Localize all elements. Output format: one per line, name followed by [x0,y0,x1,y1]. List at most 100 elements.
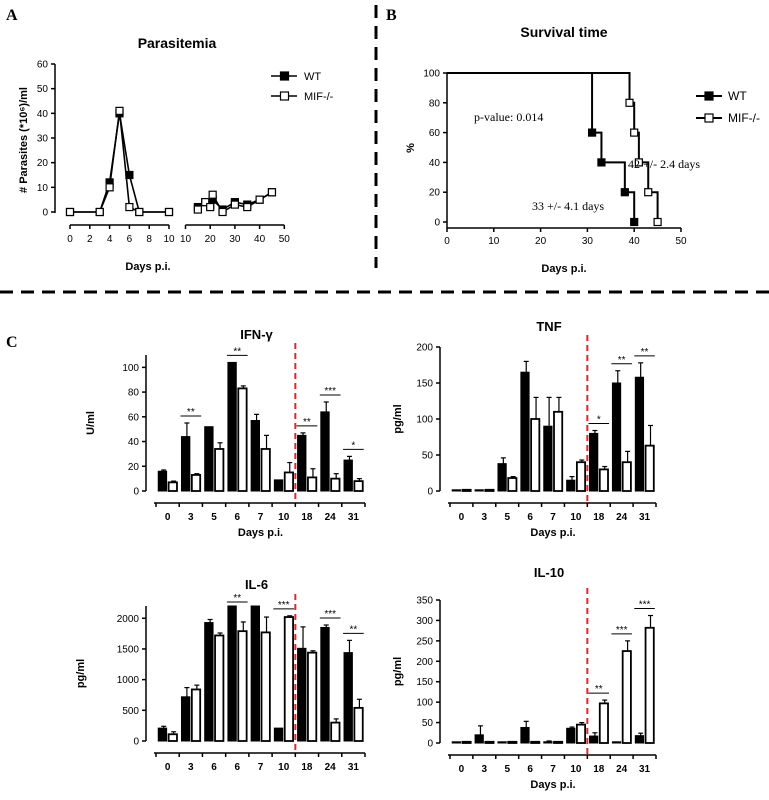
y-axis-label: % [405,143,417,153]
bar-wt [589,735,599,744]
bar-mif [353,480,364,492]
y-tick-label: 0 [133,487,139,498]
significance-label: *** [278,600,290,611]
x-tick-label: 31 [639,512,651,523]
y-tick-label: 0 [434,218,440,229]
x-tick-label: 18 [301,512,313,523]
bar-mif [214,448,225,492]
y-tick-label: 100 [416,415,433,426]
bar-wt [520,726,530,744]
x-tick-label: 6 [527,512,533,523]
x-tick-label: 6 [127,234,133,245]
significance-label: *** [616,625,628,636]
bar-wt [227,361,237,492]
x-tick-label: 10 [163,234,175,245]
bar-mif [237,630,248,742]
y-tick-label: 60 [128,412,140,423]
x-tick-label: 3 [482,764,488,775]
survival-marker-mif [644,188,653,197]
y-tick-label: 20 [128,462,140,473]
y-tick-label: 50 [37,84,49,95]
bar-wt [634,735,645,744]
x-tick-label: 50 [279,234,291,245]
bar-wt [157,727,168,742]
bar-mif [598,468,609,492]
x-tick-label: 10 [488,236,500,247]
x-tick-label: 24 [325,512,337,523]
bar-mif [484,740,495,744]
legend-marker [279,71,290,81]
x-tick-label: 10 [180,234,192,245]
x-tick-label: 10 [278,512,290,523]
x-tick-label: 31 [639,764,651,775]
x-tick-label: 30 [582,236,594,247]
y-tick-label: 200 [416,343,433,354]
bar-wt [204,622,214,742]
bar-wt [520,371,530,492]
bar-wt [250,605,260,742]
x-tick-label: 3 [482,512,488,523]
survival-marker-mif [653,217,662,227]
y-tick-label: 2000 [117,614,140,625]
x-tick-label: 10 [570,764,582,775]
y-tick-label: 100 [423,69,440,80]
y-tick-label: 300 [416,616,433,627]
data-point-mif [135,207,144,217]
significance-label: ** [641,347,649,358]
y-tick-label: 0 [427,487,433,498]
bar-mif [167,481,178,492]
x-tick-label: 18 [593,764,605,775]
bar-mif [353,706,364,742]
y-tick-label: 50 [422,718,434,729]
chart-title: IFN-γ [240,327,273,342]
y-tick-label: 40 [128,437,140,448]
significance-label: ** [618,355,626,366]
bar-mif [621,461,632,492]
data-point-mif [206,202,215,212]
x-axis-label: Days p.i. [238,527,283,539]
y-axis-label: U/ml [85,411,97,435]
legend-label: WT [728,89,747,103]
x-tick-label: 18 [301,762,313,773]
x-tick-label: 31 [348,512,360,523]
annotation-wt-survival: 33 +/- 4.1 days [532,199,604,213]
survival-marker-wt [620,188,629,197]
y-axis-label: pg/ml [392,404,404,433]
significance-label: ** [595,684,603,695]
bar-mif [307,476,318,492]
x-tick-label: 24 [616,764,628,775]
x-tick-label: 7 [258,762,264,773]
y-tick-label: 10 [37,183,49,194]
x-tick-label: 10 [570,512,582,523]
bar-wt [273,727,284,742]
significance-label: *** [639,600,651,611]
series-line-wt [70,113,169,213]
bar-wt [343,459,353,492]
tnf-chart: TNF 0 50 100 150 200 pg/ml 0 3 5 6 7 10 18 24 31 Days p.… [392,319,657,539]
bar-wt [566,479,576,492]
data-point-mif [267,188,277,197]
data-point-mif [193,205,202,214]
bar-mif [461,488,472,492]
bar-wt [157,470,168,492]
survival-marker-wt [597,158,606,167]
x-tick-label: 8 [146,234,152,245]
panel-label-c: C [6,334,18,351]
bar-wt [250,420,260,492]
x-tick-label: 20 [205,234,217,245]
bar-mif [214,634,225,742]
bar-wt [634,376,645,492]
y-tick-label: 100 [416,698,433,709]
x-tick-label: 0 [165,512,171,523]
y-tick-label: 350 [416,596,433,607]
data-point-mif [65,207,75,217]
x-tick-label: 5 [211,512,217,523]
y-tick-label: 60 [429,128,441,139]
x-tick-label: 40 [254,234,266,245]
significance-label: ** [187,407,195,418]
y-tick-label: 500 [122,706,139,717]
x-tick-label: 6 [527,764,533,775]
significance-label: * [597,415,601,426]
y-axis-label: pg/ml [75,659,87,688]
